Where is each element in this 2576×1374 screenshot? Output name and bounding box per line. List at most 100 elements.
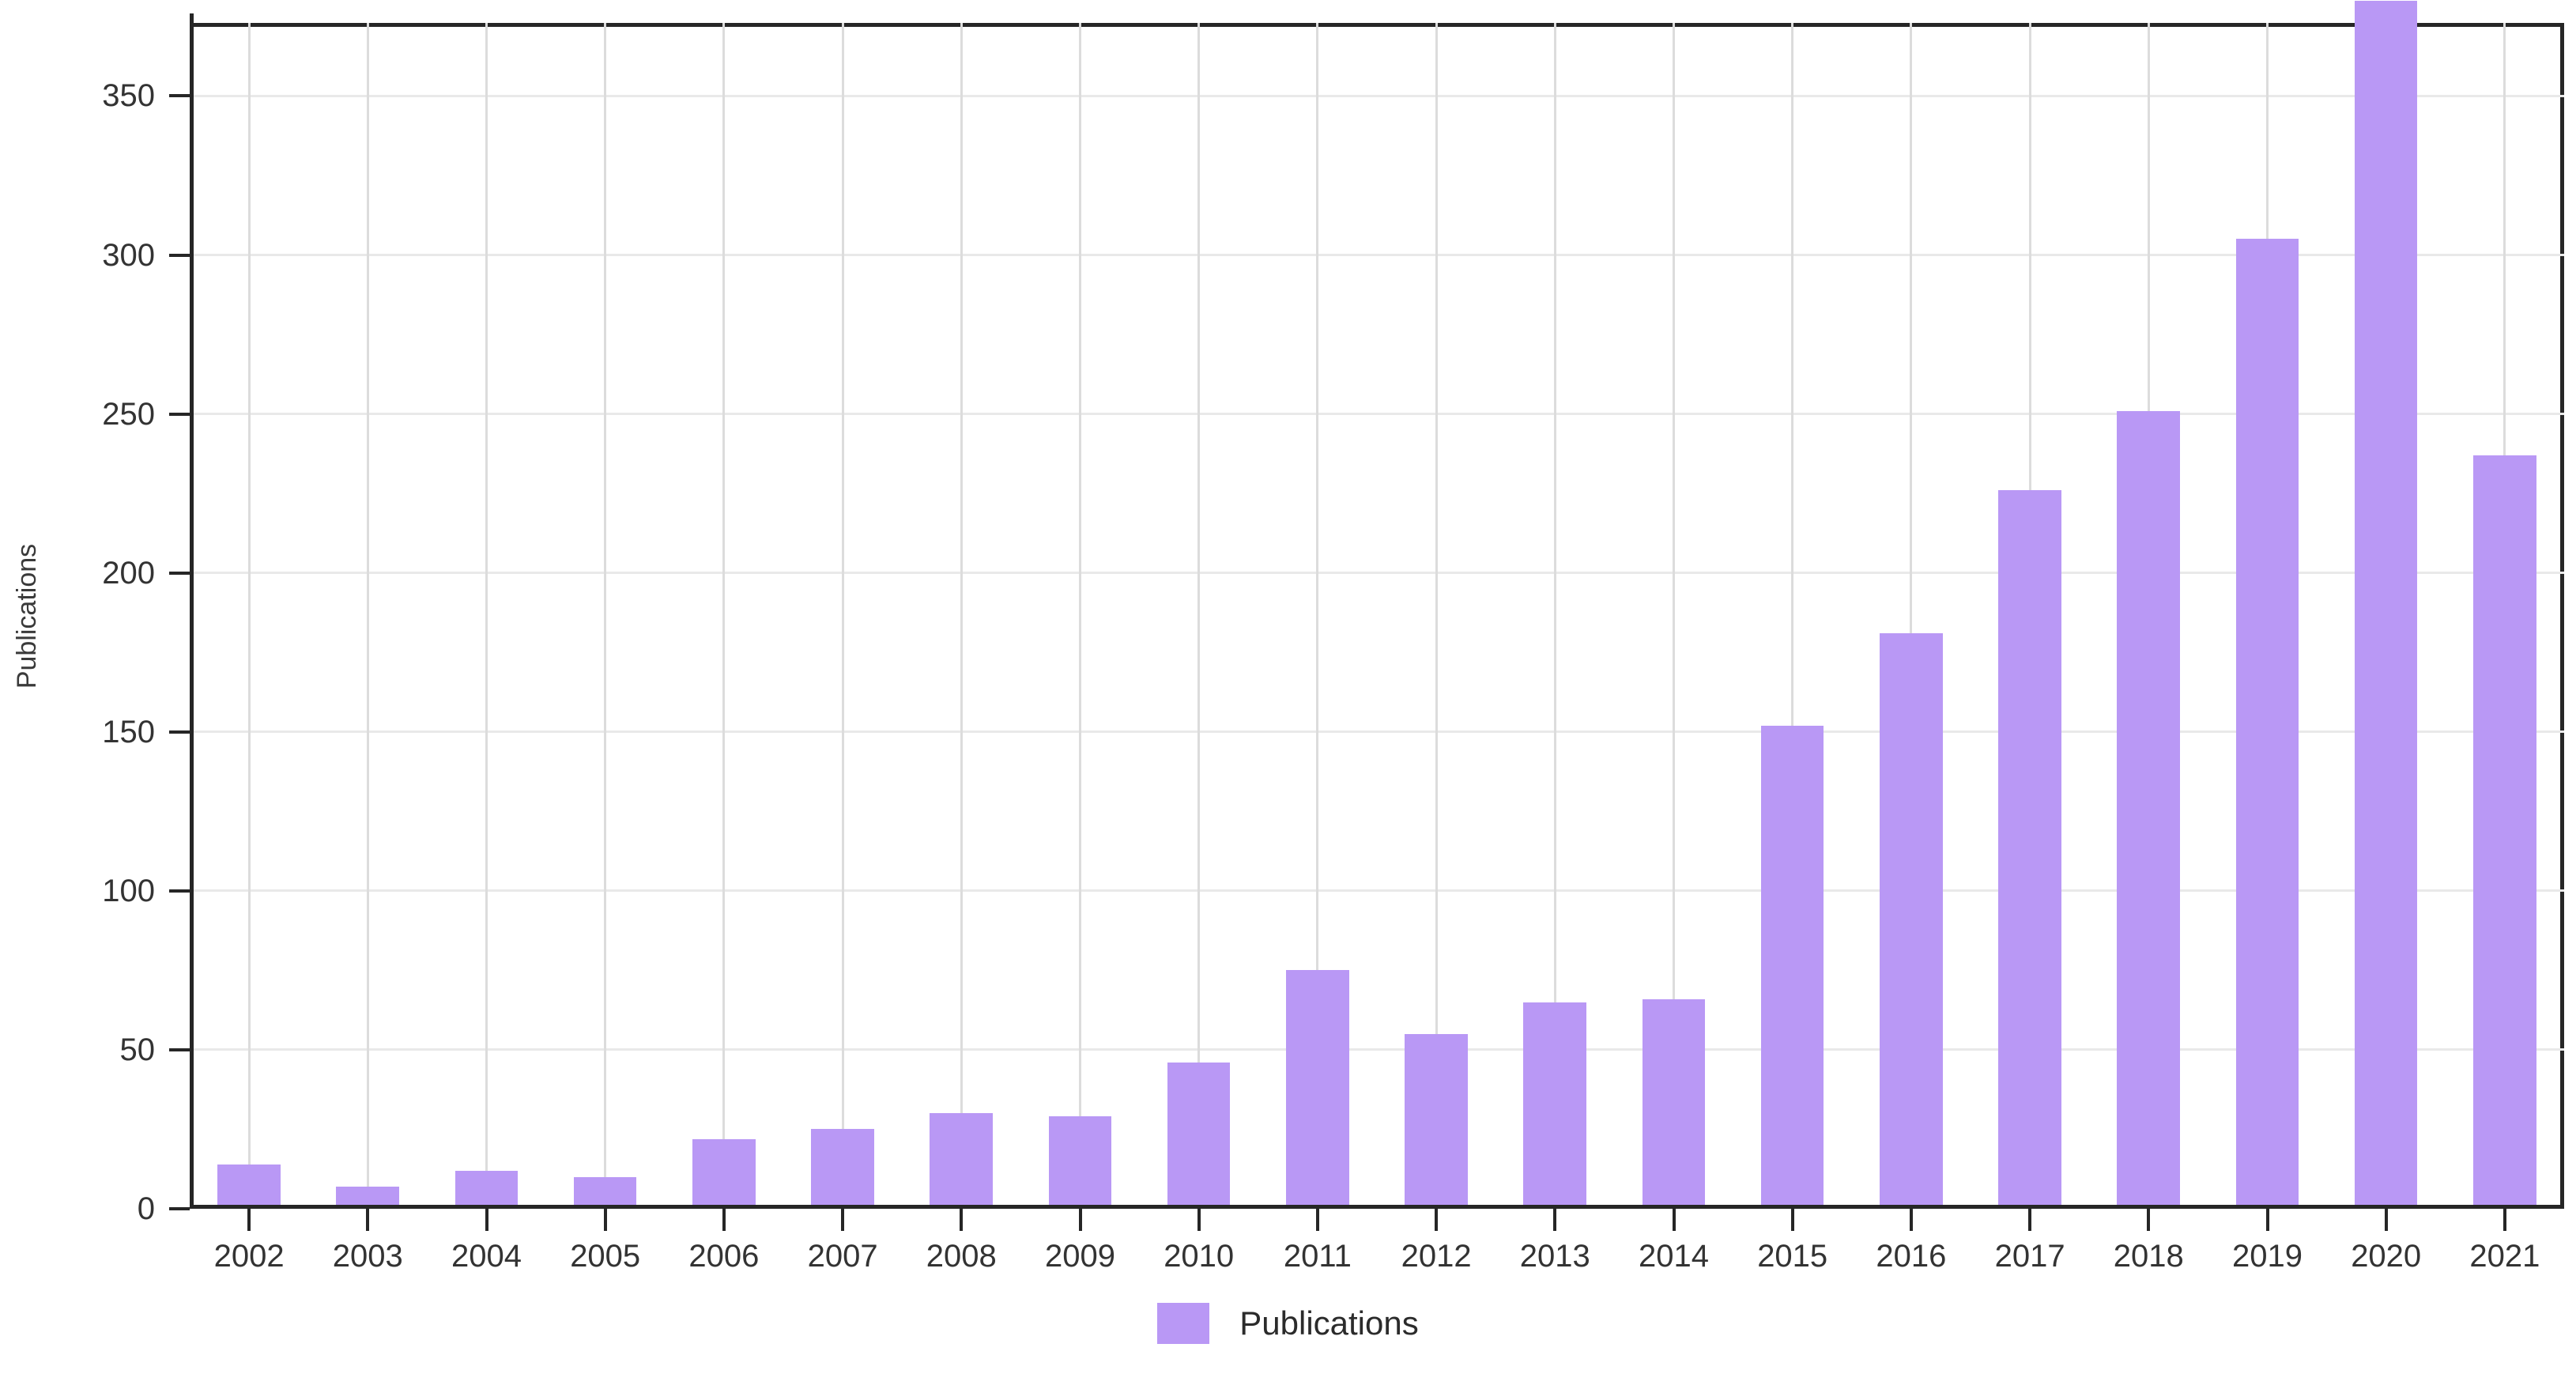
x-tick-label-2013: 2013: [1519, 1239, 1590, 1274]
y-tick-label-350: 350: [102, 78, 155, 114]
gridline-vertical-2003: [366, 23, 369, 1209]
y-tick-mark-200: [169, 571, 190, 575]
bar-2013[interactable]: [1523, 1002, 1587, 1209]
gridline-horizontal-350: [190, 95, 2564, 97]
x-tick-label-2004: 2004: [451, 1239, 522, 1274]
gridline-vertical-2009: [1079, 23, 1081, 1209]
bar-2010[interactable]: [1167, 1063, 1231, 1209]
y-tick-mark-350: [169, 94, 190, 98]
y-tick-label-150: 150: [102, 714, 155, 749]
bar-2006[interactable]: [692, 1138, 756, 1209]
gridline-vertical-2010: [1197, 23, 1201, 1209]
x-tick-label-2020: 2020: [2351, 1239, 2422, 1274]
x-tick-mark-2016: [1909, 1209, 1913, 1231]
gridline-vertical-2007: [841, 23, 844, 1209]
gridline-vertical-2014: [1673, 23, 1675, 1209]
x-tick-label-2008: 2008: [926, 1239, 997, 1274]
x-tick-label-2011: 2011: [1283, 1239, 1352, 1274]
y-tick-mark-150: [169, 730, 190, 734]
bar-2018[interactable]: [2117, 410, 2181, 1209]
x-tick-mark-2019: [2265, 1209, 2269, 1231]
bar-2012[interactable]: [1405, 1033, 1468, 1209]
x-tick-mark-2008: [960, 1209, 964, 1231]
y-tick-mark-0: [169, 1207, 190, 1210]
bar-2017[interactable]: [1998, 490, 2061, 1209]
bar-2011[interactable]: [1286, 970, 1349, 1209]
legend-swatch-icon: [1157, 1303, 1210, 1344]
gridline-vertical-2013: [1553, 23, 1556, 1209]
x-axis: 2002 2003 2004 2005 2006 2007 2008 2009 2010 2011…: [190, 1209, 2564, 1312]
bar-2020[interactable]: [2354, 0, 2418, 1209]
x-tick-mark-2003: [366, 1209, 370, 1231]
bar-2005[interactable]: [573, 1176, 637, 1209]
bar-2014[interactable]: [1642, 998, 1706, 1209]
bar-2019[interactable]: [2235, 239, 2299, 1209]
gridline-vertical-2004: [485, 23, 488, 1209]
gridline-vertical-2011: [1316, 23, 1319, 1209]
x-tick-label-2014: 2014: [1639, 1239, 1709, 1274]
x-tick-mark-2004: [485, 1209, 488, 1231]
x-axis-line: [190, 1205, 2564, 1209]
bar-2009[interactable]: [1048, 1116, 1112, 1209]
gridline-vertical-2005: [604, 23, 607, 1209]
gridline-horizontal-300: [190, 254, 2564, 257]
plot-area: [190, 0, 2564, 1209]
x-tick-mark-2020: [2384, 1209, 2388, 1231]
gridline-vertical-2012: [1435, 23, 1438, 1209]
y-tick-mark-100: [169, 889, 190, 893]
y-axis-line: [190, 13, 194, 1209]
bar-2008[interactable]: [930, 1113, 994, 1209]
x-tick-mark-2002: [247, 1209, 251, 1231]
legend-item-publications[interactable]: Publications: [1157, 1303, 1419, 1344]
x-tick-label-2018: 2018: [2113, 1239, 2184, 1274]
y-tick-label-300: 300: [102, 237, 155, 273]
bar-2002[interactable]: [217, 1164, 281, 1209]
x-tick-label-2006: 2006: [688, 1239, 760, 1274]
x-tick-label-2003: 2003: [332, 1239, 403, 1274]
gridline-vertical-2016: [1910, 23, 1913, 1209]
y-tick-label-100: 100: [102, 873, 155, 908]
x-tick-label-2012: 2012: [1401, 1239, 1472, 1274]
x-tick-mark-2012: [1435, 1209, 1439, 1231]
gridline-horizontal-100: [190, 889, 2564, 893]
gridline-vertical-2002: [247, 23, 251, 1209]
y-tick-label-0: 0: [137, 1191, 155, 1226]
gridline-horizontal-250: [190, 413, 2564, 416]
x-tick-mark-2021: [2502, 1209, 2506, 1231]
x-tick-label-2007: 2007: [807, 1239, 878, 1274]
x-tick-mark-2006: [722, 1209, 726, 1231]
x-tick-label-2009: 2009: [1045, 1239, 1115, 1274]
x-tick-mark-2009: [1078, 1209, 1082, 1231]
legend-label: Publications: [1239, 1304, 1419, 1342]
gridline-horizontal-150: [190, 730, 2564, 734]
x-tick-mark-2014: [1672, 1209, 1676, 1231]
x-tick-label-2019: 2019: [2232, 1239, 2303, 1274]
x-tick-label-2016: 2016: [1876, 1239, 1947, 1274]
x-tick-mark-2015: [1790, 1209, 1794, 1231]
gridline-vertical-2008: [960, 23, 963, 1209]
bar-2016[interactable]: [1880, 633, 1943, 1209]
bar-2007[interactable]: [811, 1129, 874, 1209]
y-tick-mark-300: [169, 253, 190, 257]
legend: Publications: [0, 1303, 2576, 1344]
bar-2004[interactable]: [454, 1170, 519, 1209]
x-tick-mark-2011: [1315, 1209, 1319, 1231]
y-axis: 0 50 100 150 200 250 300 350: [0, 23, 190, 1226]
bar-2021[interactable]: [2473, 455, 2536, 1209]
bar-2015[interactable]: [1760, 725, 1824, 1209]
gridline-horizontal-50: [190, 1048, 2564, 1051]
y-tick-label-250: 250: [102, 396, 155, 432]
x-tick-mark-2018: [2147, 1209, 2151, 1231]
x-tick-label-2002: 2002: [213, 1239, 285, 1274]
y-tick-label-200: 200: [102, 555, 155, 591]
x-tick-label-2015: 2015: [1757, 1239, 1828, 1274]
y-tick-mark-50: [169, 1047, 190, 1051]
plot-frame: [190, 23, 2564, 1209]
gridline-vertical-2015: [1791, 23, 1794, 1209]
x-tick-mark-2007: [841, 1209, 845, 1231]
x-tick-label-2010: 2010: [1164, 1239, 1235, 1274]
gridline-horizontal-200: [190, 572, 2564, 575]
x-tick-mark-2005: [603, 1209, 607, 1231]
gridline-vertical-2006: [722, 23, 726, 1209]
